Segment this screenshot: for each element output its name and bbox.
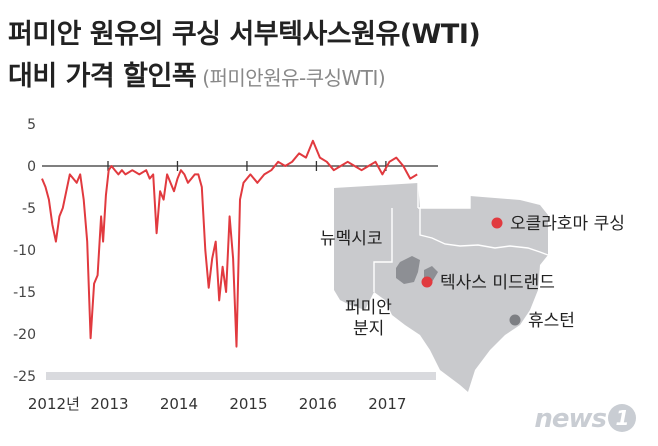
y-tick-label: 5 bbox=[27, 117, 36, 133]
map-shape bbox=[334, 183, 548, 392]
bottom-band bbox=[46, 372, 436, 380]
oklahoma-border bbox=[417, 183, 549, 256]
houston-marker bbox=[509, 314, 521, 326]
midland-marker bbox=[421, 276, 433, 288]
y-tick-label: -5 bbox=[22, 201, 36, 217]
logo-mark: 1 bbox=[608, 404, 636, 432]
label-new-mexico: 뉴멕시코 bbox=[320, 229, 383, 249]
label-permian-basin-1: 퍼미안 bbox=[345, 298, 392, 318]
y-tick-label: 0 bbox=[27, 159, 36, 175]
x-tick-label: 2012년 bbox=[28, 395, 80, 413]
label-houston: 휴스턴 bbox=[528, 311, 575, 331]
nm-border bbox=[373, 208, 393, 292]
subtitle-note: (퍼미안원유-쿠싱WTI) bbox=[202, 66, 386, 90]
label-texas-midland: 텍사스 미드랜드 bbox=[440, 273, 555, 293]
label-permian-basin-2: 분지 bbox=[353, 319, 384, 339]
map-markers bbox=[421, 217, 521, 326]
x-tick-label: 2014 bbox=[160, 395, 198, 413]
x-tick-label: 2016 bbox=[299, 395, 337, 413]
x-tick-label: 2013 bbox=[90, 395, 128, 413]
label-oklahoma-cushing: 오클라호마 쿠싱 bbox=[510, 214, 625, 234]
cushing-marker bbox=[491, 217, 503, 229]
logo-text: news bbox=[534, 404, 607, 434]
news1-logo: news 1 bbox=[534, 404, 636, 434]
y-tick-label: -15 bbox=[13, 285, 36, 301]
series-group bbox=[41, 139, 418, 348]
subtitle-text: 대비 가격 할인폭 bbox=[8, 61, 197, 92]
x-tick-label: 2015 bbox=[229, 395, 267, 413]
y-tick-label: -20 bbox=[13, 327, 36, 343]
chart-title: 퍼미안 원유의 쿠싱 서부텍사스원유(WTI) bbox=[8, 19, 481, 50]
y-tick-label: -25 bbox=[13, 369, 36, 385]
map-labels: 뉴멕시코 퍼미안 분지 오클라호마 쿠싱 텍사스 미드랜드 휴스턴 bbox=[320, 214, 625, 339]
chart-subtitle: 대비 가격 할인폭 (퍼미안원유-쿠싱WTI) bbox=[8, 54, 386, 93]
axes: 5 0 -5 -10 -15 -20 -25 2012년 2013 2014 2015 2016 201… bbox=[13, 117, 438, 413]
x-tick-label: 2017 bbox=[368, 395, 406, 413]
series-line bbox=[41, 139, 418, 348]
texas-map bbox=[334, 183, 549, 392]
y-tick-label: -10 bbox=[13, 243, 36, 259]
